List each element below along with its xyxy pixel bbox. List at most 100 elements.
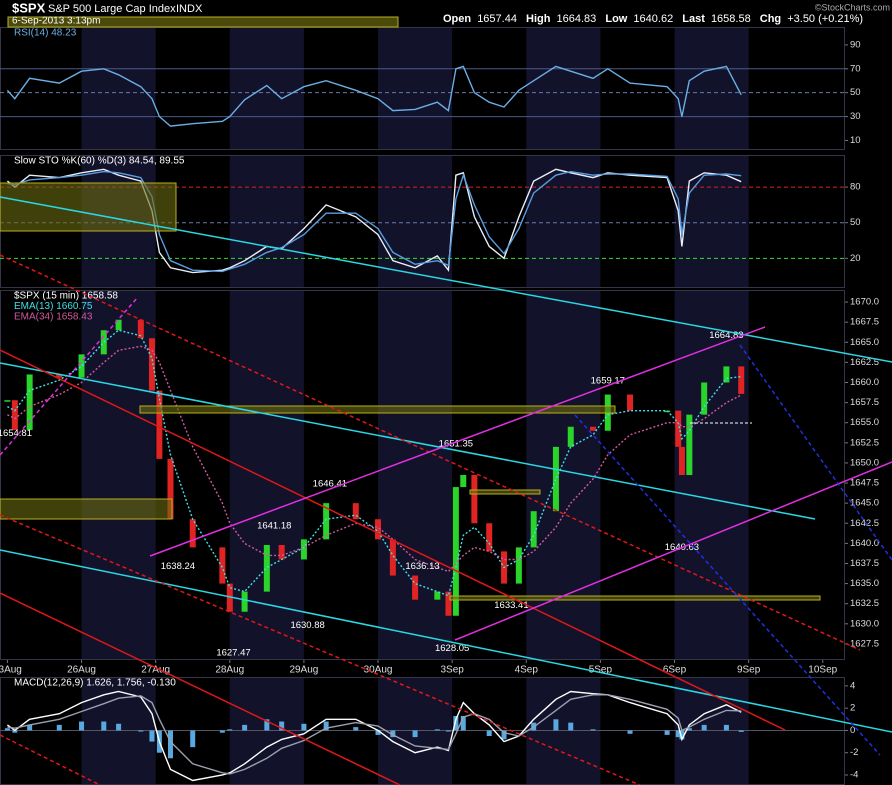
y-tick-label: 1627.5 bbox=[850, 638, 879, 649]
y-tick-label: 10 bbox=[850, 135, 861, 146]
candle bbox=[148, 338, 155, 391]
day-stripe bbox=[81, 290, 156, 660]
y-tick-label: 90 bbox=[850, 39, 861, 50]
histogram-bar bbox=[101, 721, 107, 731]
trend-line bbox=[0, 254, 861, 651]
histogram-bar bbox=[375, 730, 381, 735]
candle bbox=[486, 523, 493, 552]
candle bbox=[412, 575, 419, 600]
quote: Open 1657.44 High 1664.83 Low 1640.62 La… bbox=[443, 13, 863, 25]
y-tick-label: 1635.0 bbox=[850, 578, 879, 589]
candle bbox=[11, 400, 18, 430]
y-tick-label: 2 bbox=[850, 703, 855, 714]
price-annotation: 1664.83 bbox=[709, 330, 743, 341]
day-stripe bbox=[526, 290, 601, 660]
histogram-bar bbox=[264, 719, 270, 731]
price-annotation: 1630.88 bbox=[290, 620, 324, 631]
histogram-bar bbox=[56, 724, 62, 731]
x-tick-label: 6Sep bbox=[663, 665, 687, 676]
y-tick-label: 1652.5 bbox=[850, 437, 879, 448]
day-stripe bbox=[526, 27, 601, 150]
histogram-bar bbox=[301, 723, 307, 731]
series-line bbox=[7, 329, 742, 597]
histogram-bar bbox=[434, 729, 440, 731]
candle bbox=[4, 400, 11, 402]
histogram-bar bbox=[627, 730, 633, 734]
y-tick-label: 1662.5 bbox=[850, 357, 879, 368]
highlight-box bbox=[469, 489, 541, 495]
candle bbox=[675, 410, 682, 447]
candle bbox=[137, 319, 144, 339]
y-tick-label: 1647.5 bbox=[850, 478, 879, 489]
histogram-bar bbox=[679, 730, 685, 740]
panel-border bbox=[0, 290, 845, 660]
candle bbox=[627, 394, 634, 411]
candle bbox=[686, 414, 693, 475]
candle bbox=[738, 366, 745, 394]
quote-value: 1640.62 bbox=[633, 13, 673, 25]
x-tick-label: 26Aug bbox=[67, 665, 96, 676]
candle bbox=[701, 382, 708, 415]
candle bbox=[567, 426, 574, 447]
histogram-bar bbox=[686, 728, 692, 731]
candle bbox=[678, 446, 685, 475]
histogram-bar bbox=[279, 721, 285, 731]
price-annotation: 1641.18 bbox=[257, 520, 291, 531]
histogram-bar bbox=[227, 729, 233, 731]
quote-value: 1657.44 bbox=[477, 13, 517, 25]
x-tick-label: 30Aug bbox=[364, 665, 393, 676]
legend-entry: $SPX (15 min) 1658.58 bbox=[14, 291, 118, 302]
histogram-bar bbox=[590, 729, 596, 731]
candle bbox=[219, 547, 226, 584]
day-stripe bbox=[378, 290, 453, 660]
highlight-box bbox=[449, 595, 821, 601]
trend-line bbox=[574, 414, 881, 756]
day-stripe bbox=[229, 27, 304, 150]
trend-lines bbox=[0, 16, 892, 785]
quote-label: Low bbox=[605, 13, 627, 25]
y-tick-label: -4 bbox=[850, 769, 858, 780]
candle bbox=[167, 458, 174, 520]
x-tick-label: 27Aug bbox=[141, 665, 170, 676]
candle bbox=[389, 539, 396, 576]
y-tick-label: 30 bbox=[850, 111, 861, 122]
x-tick-label: 29Aug bbox=[289, 665, 318, 676]
panel: 1627.5 1630.0 1632.5 1635.0 1637.5 1640.0 1642… bbox=[0, 290, 879, 676]
highlight-box bbox=[139, 405, 616, 414]
quote-label: Open bbox=[443, 13, 471, 25]
price-annotation: 1659.17 bbox=[591, 376, 625, 387]
x-tick-label: 4Sep bbox=[515, 665, 539, 676]
candle bbox=[78, 354, 85, 378]
histogram-bar bbox=[412, 730, 418, 738]
price-annotation: 1646.41 bbox=[313, 478, 347, 489]
histogram-bar bbox=[27, 724, 33, 731]
day-stripe bbox=[81, 27, 156, 150]
trend-line bbox=[454, 461, 892, 641]
legend-entry: EMA(34) 1658.43 bbox=[14, 312, 93, 323]
candle bbox=[278, 544, 285, 560]
candle bbox=[189, 519, 196, 548]
y-tick-label: 80 bbox=[850, 182, 861, 193]
y-tick-label: 1640.0 bbox=[850, 538, 879, 549]
histogram-bar bbox=[501, 730, 507, 740]
day-stripe bbox=[674, 290, 749, 660]
histogram-bar bbox=[323, 721, 329, 731]
price-annotation: 1633.41 bbox=[494, 600, 528, 611]
candle bbox=[589, 426, 596, 431]
price-annotation: 1654.81 bbox=[0, 428, 32, 439]
candle bbox=[300, 539, 307, 560]
y-tick-label: 50 bbox=[850, 217, 861, 228]
histogram-bar bbox=[149, 730, 155, 742]
y-tick-label: 70 bbox=[850, 63, 861, 74]
price-annotation: 1636.13 bbox=[405, 561, 439, 572]
candle bbox=[226, 583, 233, 612]
series-line bbox=[7, 694, 742, 775]
candle bbox=[352, 503, 359, 520]
y-tick-label: 1650.0 bbox=[850, 457, 879, 468]
histogram-bar bbox=[664, 730, 670, 735]
histogram-bar bbox=[116, 723, 122, 731]
histogram-bar bbox=[12, 730, 18, 733]
legend-entry: RSI(14) 48.23 bbox=[14, 28, 77, 39]
y-tick-label: 1665.0 bbox=[850, 337, 879, 348]
